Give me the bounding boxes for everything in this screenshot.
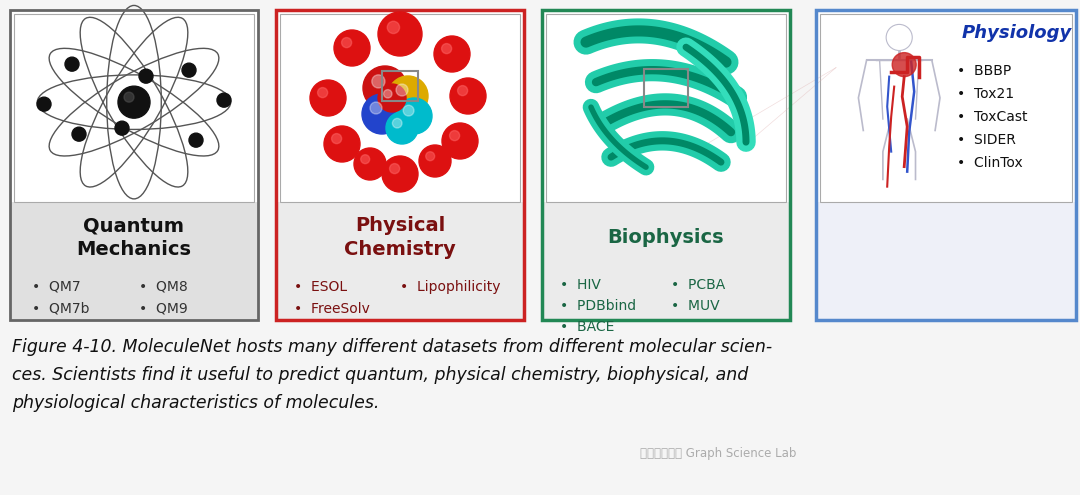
Circle shape — [442, 44, 451, 53]
Text: •  ClinTox: • ClinTox — [957, 156, 1023, 170]
Bar — [644, 69, 688, 107]
Circle shape — [396, 98, 432, 134]
Bar — [816, 10, 1076, 202]
Bar — [14, 14, 254, 202]
Circle shape — [189, 133, 203, 147]
Circle shape — [114, 121, 129, 135]
Text: •  QM8: • QM8 — [139, 280, 188, 294]
Text: •  BBBP: • BBBP — [957, 64, 1011, 78]
Circle shape — [434, 36, 470, 72]
Circle shape — [370, 102, 382, 114]
Bar — [276, 10, 524, 320]
Circle shape — [362, 94, 402, 134]
Text: Quantum
Mechanics: Quantum Mechanics — [77, 216, 191, 259]
Text: Biophysics: Biophysics — [608, 228, 725, 247]
Text: •  BACE: • BACE — [561, 320, 615, 334]
Circle shape — [37, 97, 51, 111]
Circle shape — [217, 93, 231, 107]
Circle shape — [378, 84, 406, 112]
Bar — [542, 202, 789, 320]
Text: •  PCBA: • PCBA — [671, 278, 725, 292]
Text: Figure 4-10. MoleculeNet hosts many different datasets from different molecular : Figure 4-10. MoleculeNet hosts many diff… — [12, 338, 772, 356]
Text: •  MUV: • MUV — [671, 298, 719, 313]
Circle shape — [332, 134, 341, 144]
Text: •  QM7b: • QM7b — [32, 302, 90, 316]
Bar — [276, 202, 524, 320]
Bar — [10, 10, 258, 202]
Circle shape — [382, 156, 418, 192]
Text: physiological characteristics of molecules.: physiological characteristics of molecul… — [12, 394, 379, 412]
Circle shape — [388, 76, 428, 116]
Bar — [276, 10, 524, 202]
Circle shape — [383, 90, 392, 98]
Circle shape — [403, 105, 414, 116]
Bar — [10, 202, 258, 320]
Text: ces. Scientists find it useful to predict quantum, physical chemistry, biophysic: ces. Scientists find it useful to predic… — [12, 366, 748, 384]
Text: •  ToxCast: • ToxCast — [957, 110, 1027, 124]
Circle shape — [318, 88, 327, 98]
Text: •  QM9: • QM9 — [139, 302, 188, 316]
Bar — [542, 10, 789, 202]
Circle shape — [139, 69, 153, 83]
Circle shape — [426, 152, 434, 161]
Circle shape — [392, 118, 402, 128]
Circle shape — [354, 148, 386, 180]
Text: Physiology: Physiology — [961, 24, 1071, 42]
Text: •  QM7: • QM7 — [32, 280, 81, 294]
Circle shape — [449, 131, 460, 141]
Circle shape — [372, 75, 384, 88]
Circle shape — [72, 127, 86, 141]
Circle shape — [334, 30, 370, 66]
Circle shape — [442, 123, 478, 159]
Circle shape — [341, 38, 352, 48]
Circle shape — [124, 92, 134, 102]
Bar — [546, 14, 786, 202]
Text: •  ESOL: • ESOL — [294, 280, 347, 294]
Bar — [280, 14, 519, 202]
Bar — [820, 14, 1072, 202]
Circle shape — [65, 57, 79, 71]
Circle shape — [118, 86, 150, 118]
Circle shape — [388, 21, 400, 34]
Bar — [816, 10, 1076, 320]
Circle shape — [419, 145, 451, 177]
Text: •  Tox21: • Tox21 — [957, 88, 1014, 101]
Circle shape — [378, 12, 422, 56]
Circle shape — [386, 112, 418, 144]
Text: •  Lipophilicity: • Lipophilicity — [400, 280, 500, 294]
Text: •  HIV: • HIV — [561, 278, 600, 292]
Text: •  PDBbind: • PDBbind — [561, 298, 636, 313]
Circle shape — [458, 86, 468, 96]
Circle shape — [324, 126, 360, 162]
Circle shape — [183, 63, 195, 77]
Circle shape — [361, 155, 369, 164]
Circle shape — [310, 80, 346, 116]
Text: 图科学实验室 Graph Science Lab: 图科学实验室 Graph Science Lab — [640, 446, 796, 459]
Bar — [816, 202, 1076, 320]
Text: •  FreeSolv: • FreeSolv — [294, 302, 369, 316]
Circle shape — [363, 66, 407, 110]
Circle shape — [892, 52, 916, 77]
Circle shape — [450, 78, 486, 114]
Text: •  SIDER: • SIDER — [957, 134, 1015, 148]
Text: Physical
Chemistry: Physical Chemistry — [345, 216, 456, 259]
Bar — [382, 71, 418, 101]
Bar — [10, 10, 258, 320]
Bar — [542, 10, 789, 320]
Circle shape — [396, 84, 408, 96]
Circle shape — [390, 163, 400, 174]
